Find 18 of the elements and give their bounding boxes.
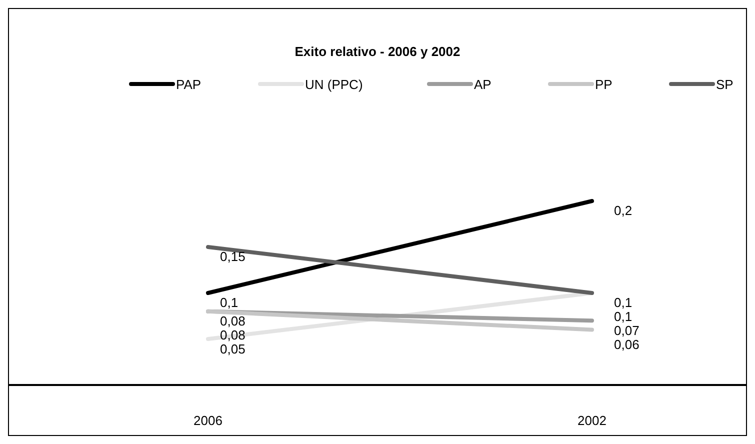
data-label: 0,1: [614, 295, 632, 310]
data-label: 0,05: [220, 341, 246, 356]
x-tick-label: 2002: [578, 413, 606, 428]
data-label: 0,2: [614, 203, 632, 218]
data-label: 0,1: [614, 309, 632, 324]
data-label: 0,08: [220, 313, 246, 328]
data-label: 0,1: [220, 295, 238, 310]
chart-title: Exito relativo - 2006 y 2002: [294, 44, 460, 59]
data-label: 0,06: [614, 337, 640, 352]
legend-label: UN (PPC): [305, 77, 363, 92]
data-label: 0,07: [614, 323, 640, 338]
legend-label: PP: [595, 77, 612, 92]
data-label: 0,08: [220, 327, 246, 342]
legend-label: AP: [474, 77, 492, 92]
x-tick-label: 2006: [194, 413, 222, 428]
data-label: 0,15: [220, 249, 246, 264]
legend-label: SP: [716, 77, 734, 92]
legend-label: PAP: [176, 77, 202, 92]
